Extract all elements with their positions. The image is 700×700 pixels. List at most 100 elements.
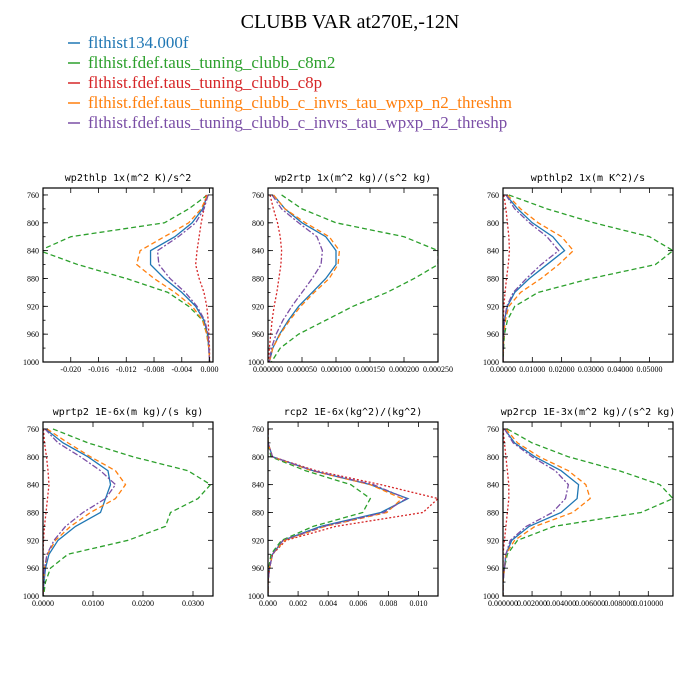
- series-line: [156, 194, 211, 362]
- y-tick-label: 840: [27, 481, 39, 490]
- series-line: [268, 194, 324, 362]
- y-tick-label: 1000: [483, 358, 499, 367]
- x-tick-label: 0.002: [289, 599, 307, 608]
- y-tick-label: 880: [252, 274, 264, 283]
- plot-frame: [502, 421, 674, 597]
- series-line: [268, 194, 341, 362]
- series-group: [503, 428, 673, 596]
- panel-title: rcp2 1E-6x(kg^2)/(kg^2): [284, 407, 422, 418]
- x-tick-label: 0.010000: [633, 599, 663, 608]
- y-tick-label: 880: [252, 508, 264, 517]
- legend-label: flthist.fdef.taus_tuning_clubb_c8p: [88, 73, 322, 92]
- x-tick-label: 0.03000: [578, 365, 604, 374]
- x-tick-label: 0.000100: [321, 365, 351, 374]
- x-tick-label: 0.010: [409, 599, 427, 608]
- y-tick-label: 880: [487, 508, 499, 517]
- legend-label: flthist134.000f: [88, 33, 189, 52]
- y-tick-label: 880: [487, 274, 499, 283]
- panel: wp2thlp 1x(m^2 K)/s^2 760 800 840 880 920 960 1…: [23, 173, 219, 374]
- y-tick-label: 840: [252, 247, 264, 256]
- legend-label: flthist.fdef.taus_tuning_clubb_c_invrs_t…: [88, 93, 512, 112]
- x-tick-label: 0.000000: [253, 365, 283, 374]
- series-line: [43, 428, 212, 596]
- x-tick-label: 0.000: [259, 599, 277, 608]
- x-tick-label: -0.016: [88, 365, 109, 374]
- panels: wp2thlp 1x(m^2 K)/s^2 760 800 840 880 920 960 1…: [23, 173, 675, 608]
- y-tick-label: 920: [27, 536, 39, 545]
- panel: wprtp2 1E-6x(m kg)/(s kg) 760 800 840 880 920…: [23, 407, 214, 608]
- series-group: [268, 194, 438, 362]
- x-tick-label: 0.000050: [287, 365, 317, 374]
- x-tick-label: 0.004: [319, 599, 337, 608]
- x-tick-label: 0.0100: [82, 599, 104, 608]
- y-tick-label: 800: [252, 453, 264, 462]
- series-line: [503, 428, 580, 596]
- y-tick-label: 800: [487, 453, 499, 462]
- y-tick-label: 840: [487, 481, 499, 490]
- y-tick-label: 800: [27, 219, 39, 228]
- series-line: [268, 428, 372, 596]
- legend-entry: flthist.fdef.taus_tuning_clubb_c_invrs_t…: [68, 113, 507, 132]
- x-tick-label: 0.000: [201, 365, 219, 374]
- panel-title: wp2rtp 1x(m^2 kg)/(s^2 kg): [275, 173, 432, 184]
- x-tick-label: 0.000150: [355, 365, 385, 374]
- x-tick-label: 0.04000: [607, 365, 633, 374]
- y-tick-label: 840: [252, 481, 264, 490]
- y-tick-label: 960: [487, 330, 499, 339]
- y-tick-label: 1000: [23, 592, 39, 601]
- x-tick-label: 0.00000: [490, 365, 516, 374]
- legend-entry: flthist.fdef.taus_tuning_clubb_c_invrs_t…: [68, 93, 512, 112]
- x-tick-label: 0.05000: [637, 365, 663, 374]
- panel-title: wp2rcp 1E-3x(m^2 kg)/(s^2 kg): [501, 407, 676, 418]
- x-tick-label: 0.000200: [389, 365, 419, 374]
- series-group: [43, 428, 212, 596]
- x-tick-label: 0.004000: [546, 599, 576, 608]
- legend: flthist134.000fflthist.fdef.taus_tuning_…: [68, 33, 512, 132]
- y-tick-label: 920: [27, 302, 39, 311]
- y-tick-label: 760: [487, 425, 499, 434]
- y-tick-label: 880: [27, 274, 39, 283]
- x-tick-label: 0.02000: [549, 365, 575, 374]
- y-tick-label: 760: [27, 191, 39, 200]
- plot-frame: [267, 187, 439, 363]
- series-line: [43, 194, 211, 362]
- y-tick-label: 760: [487, 191, 499, 200]
- y-tick-label: 800: [487, 219, 499, 228]
- y-tick-label: 960: [252, 330, 264, 339]
- panel: rcp2 1E-6x(kg^2)/(kg^2) 760 800 840 880 920 96…: [248, 407, 439, 608]
- panel: wp2rtp 1x(m^2 kg)/(s^2 kg) 760 800 840 880 92…: [248, 173, 453, 374]
- series-line: [135, 194, 211, 362]
- y-tick-label: 1000: [483, 592, 499, 601]
- panel-title: wpthlp2 1x(m K^2)/s: [531, 173, 645, 184]
- series-line: [149, 194, 211, 362]
- legend-entry: flthist.fdef.taus_tuning_clubb_c8m2: [68, 53, 335, 72]
- legend-label: flthist.fdef.taus_tuning_clubb_c_invrs_t…: [88, 113, 507, 132]
- y-tick-label: 760: [27, 425, 39, 434]
- x-tick-label: 0.008000: [604, 599, 634, 608]
- series-line: [268, 428, 438, 596]
- legend-entry: flthist134.000f: [68, 33, 189, 52]
- y-tick-label: 960: [487, 564, 499, 573]
- x-tick-label: -0.004: [171, 365, 192, 374]
- plot-frame: [502, 187, 674, 363]
- x-tick-label: 0.01000: [519, 365, 545, 374]
- y-tick-label: 1000: [248, 358, 264, 367]
- y-tick-label: 920: [252, 536, 264, 545]
- x-tick-label: 0.000000: [488, 599, 518, 608]
- series-group: [503, 194, 673, 362]
- panel-title: wprtp2 1E-6x(m kg)/(s kg): [53, 407, 204, 418]
- y-tick-label: 760: [252, 191, 264, 200]
- x-tick-label: -0.008: [144, 365, 165, 374]
- plot-frame: [42, 421, 214, 597]
- panel-title: wp2thlp 1x(m^2 K)/s^2: [65, 173, 191, 184]
- y-tick-label: 960: [252, 564, 264, 573]
- x-tick-label: -0.012: [116, 365, 137, 374]
- x-tick-label: 0.0200: [132, 599, 154, 608]
- y-tick-label: 880: [27, 508, 39, 517]
- series-line: [503, 428, 673, 596]
- y-tick-label: 1000: [23, 358, 39, 367]
- y-tick-label: 840: [487, 247, 499, 256]
- plot-frame: [42, 187, 214, 363]
- series-line: [503, 194, 575, 362]
